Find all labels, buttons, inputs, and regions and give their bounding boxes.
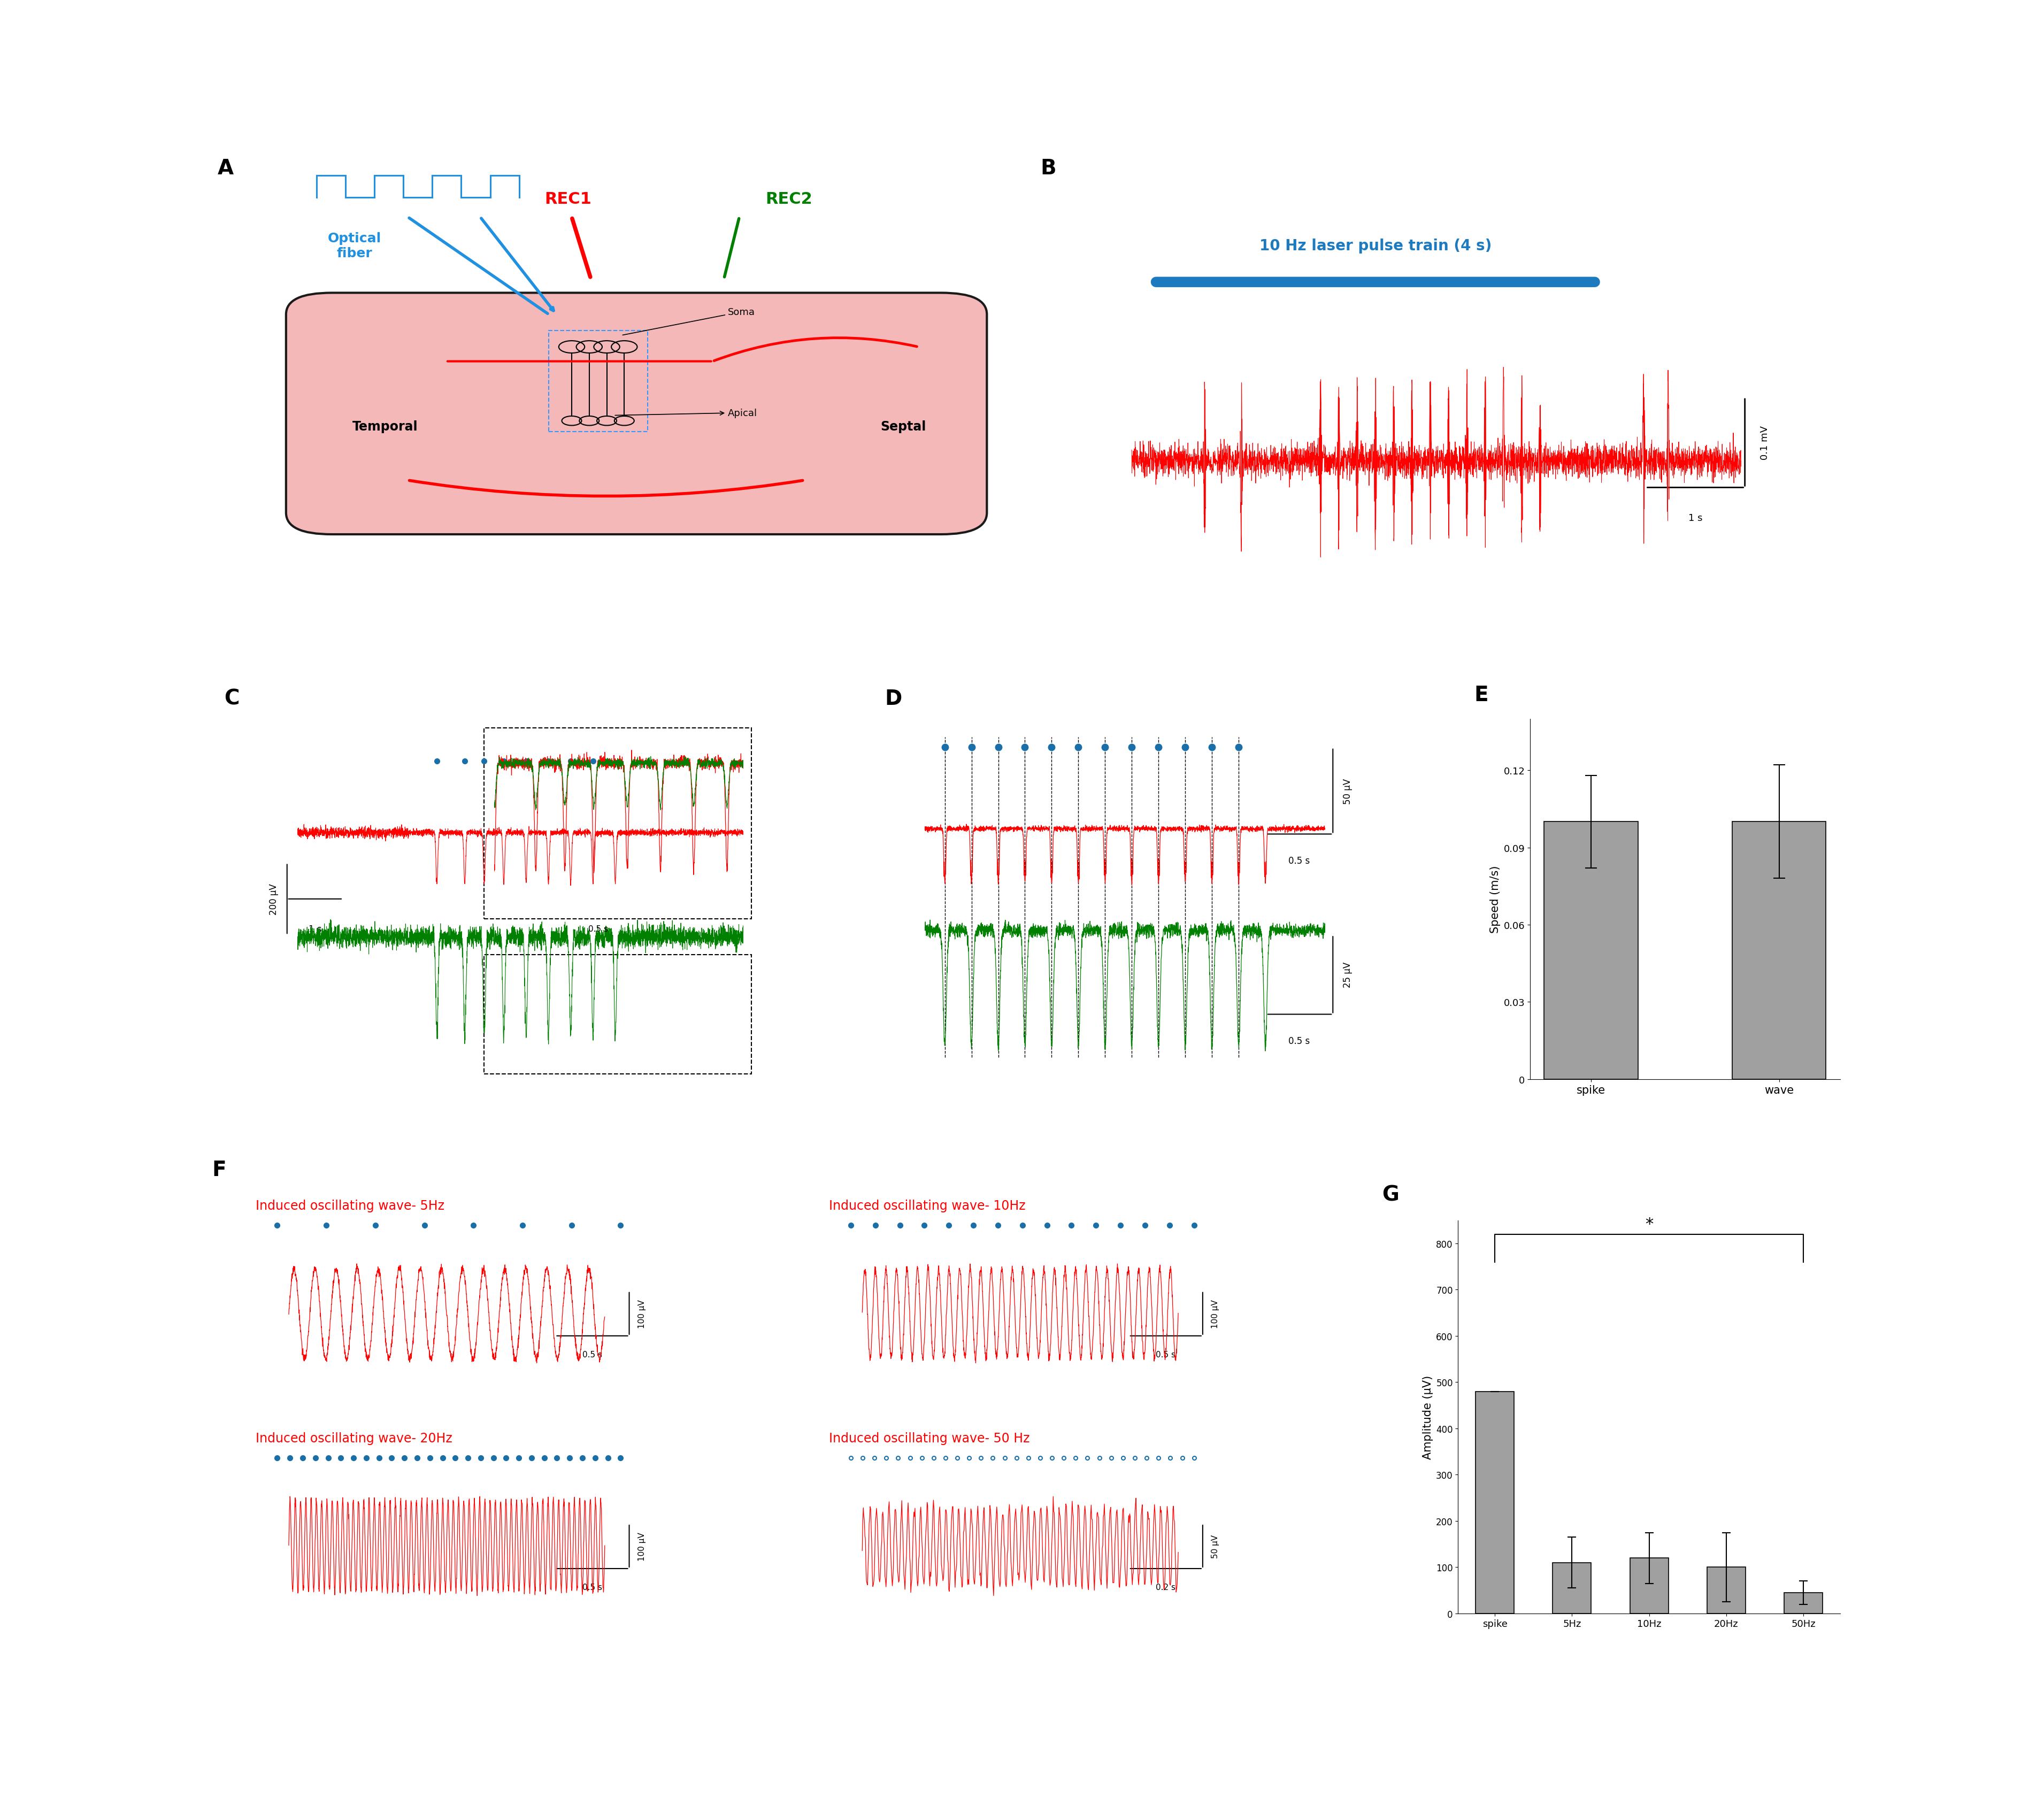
Y-axis label: Speed (m/s): Speed (m/s) [1490,865,1500,934]
Bar [1731,821,1825,1079]
Text: 10 Hz laser pulse train (4 s): 10 Hz laser pulse train (4 s) [1259,239,1492,254]
Text: Apical: Apical [615,408,756,417]
Bar [1629,1557,1668,1614]
FancyBboxPatch shape [484,729,750,919]
Text: REC2: REC2 [764,190,811,207]
Text: 0.1 mV: 0.1 mV [1760,426,1770,461]
Text: 1 s: 1 s [309,925,321,934]
Bar [1707,1566,1746,1614]
Text: Induced oscillating wave- 20Hz: Induced oscillating wave- 20Hz [256,1432,452,1445]
Text: 25 μV: 25 μV [1343,963,1353,988]
Text: Soma: Soma [623,308,754,335]
Text: 100 μV: 100 μV [638,1300,646,1327]
Text: Induced oscillating wave- 10Hz: Induced oscillating wave- 10Hz [830,1198,1026,1211]
Text: G: G [1382,1184,1398,1206]
Bar [1476,1392,1515,1614]
Text: F: F [213,1160,227,1180]
Bar [1784,1594,1823,1614]
Text: 0.5 s: 0.5 s [1288,1035,1310,1046]
Text: 0.5 s: 0.5 s [1155,1351,1175,1358]
Text: 0.2 s: 0.2 s [1155,1583,1175,1592]
Text: E: E [1474,685,1488,705]
Text: Septal: Septal [881,421,926,433]
Text: Induced oscillating wave- 50 Hz: Induced oscillating wave- 50 Hz [830,1432,1030,1445]
Y-axis label: Amplitude (μV): Amplitude (μV) [1423,1374,1433,1459]
Text: 100 μV: 100 μV [1212,1300,1218,1327]
Text: A: A [217,158,233,179]
Text: 200 μV: 200 μV [270,883,278,916]
Text: 0.5 s: 0.5 s [583,1583,603,1592]
Text: *: * [1645,1217,1654,1233]
Text: Induced oscillating wave- 5Hz: Induced oscillating wave- 5Hz [256,1198,444,1211]
Text: Optical
fiber: Optical fiber [327,232,382,259]
Text: 0.5 s: 0.5 s [1288,856,1310,865]
Text: B: B [1040,158,1057,179]
Text: C: C [225,689,239,709]
Text: REC1: REC1 [544,190,591,207]
Bar [1551,1563,1590,1614]
Text: D: D [885,689,901,709]
Bar [1543,821,1637,1079]
Text: Temporal: Temporal [352,421,417,433]
Text: 100 μV: 100 μV [638,1532,646,1561]
Text: 50 μV: 50 μV [1343,778,1353,803]
Text: 1 s: 1 s [1688,513,1703,522]
Text: 0.5 s: 0.5 s [583,1351,603,1358]
Text: 50 μV: 50 μV [1212,1534,1218,1557]
FancyBboxPatch shape [286,294,987,535]
